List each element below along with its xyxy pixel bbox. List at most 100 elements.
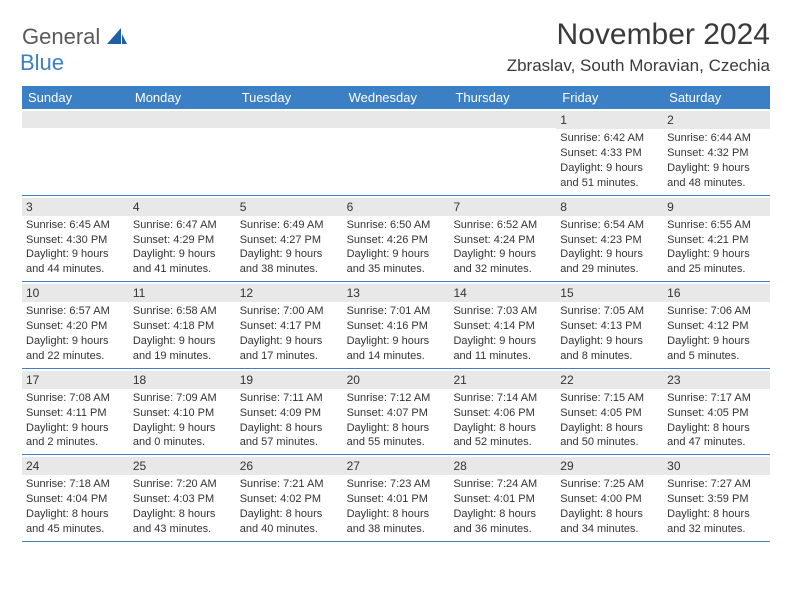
- day-cell: 14Sunrise: 7:03 AMSunset: 4:14 PMDayligh…: [449, 282, 556, 368]
- daylight-line: Daylight: 9 hours and 29 minutes.: [560, 247, 659, 277]
- day-number: [236, 111, 343, 128]
- day-cell: [449, 109, 556, 195]
- sunrise-line: Sunrise: 6:45 AM: [26, 218, 125, 233]
- day-header-cell: Saturday: [663, 86, 770, 109]
- day-header-cell: Monday: [129, 86, 236, 109]
- day-number: 8: [556, 198, 663, 216]
- sunrise-line: Sunrise: 6:52 AM: [453, 218, 552, 233]
- day-header-cell: Thursday: [449, 86, 556, 109]
- week-row: 17Sunrise: 7:08 AMSunset: 4:11 PMDayligh…: [22, 369, 770, 456]
- sunset-line: Sunset: 4:29 PM: [133, 233, 232, 248]
- daylight-line: Daylight: 9 hours and 51 minutes.: [560, 161, 659, 191]
- day-number: [343, 111, 450, 128]
- daylight-line: Daylight: 9 hours and 0 minutes.: [133, 421, 232, 451]
- day-cell: 18Sunrise: 7:09 AMSunset: 4:10 PMDayligh…: [129, 369, 236, 455]
- day-number: 13: [343, 284, 450, 302]
- sunset-line: Sunset: 4:24 PM: [453, 233, 552, 248]
- daylight-line: Daylight: 9 hours and 44 minutes.: [26, 247, 125, 277]
- sunset-line: Sunset: 4:10 PM: [133, 406, 232, 421]
- sunrise-line: Sunrise: 7:20 AM: [133, 477, 232, 492]
- daylight-line: Daylight: 8 hours and 45 minutes.: [26, 507, 125, 537]
- day-cell: 23Sunrise: 7:17 AMSunset: 4:05 PMDayligh…: [663, 369, 770, 455]
- daylight-line: Daylight: 8 hours and 36 minutes.: [453, 507, 552, 537]
- day-number: 16: [663, 284, 770, 302]
- day-cell: 19Sunrise: 7:11 AMSunset: 4:09 PMDayligh…: [236, 369, 343, 455]
- day-number: 26: [236, 457, 343, 475]
- day-cell: [343, 109, 450, 195]
- day-cell: 11Sunrise: 6:58 AMSunset: 4:18 PMDayligh…: [129, 282, 236, 368]
- daylight-line: Daylight: 9 hours and 2 minutes.: [26, 421, 125, 451]
- day-number: 25: [129, 457, 236, 475]
- sunset-line: Sunset: 4:12 PM: [667, 319, 766, 334]
- sunset-line: Sunset: 4:20 PM: [26, 319, 125, 334]
- daylight-line: Daylight: 8 hours and 50 minutes.: [560, 421, 659, 451]
- sunrise-line: Sunrise: 7:01 AM: [347, 304, 446, 319]
- sunset-line: Sunset: 4:23 PM: [560, 233, 659, 248]
- sunset-line: Sunset: 4:06 PM: [453, 406, 552, 421]
- sunrise-line: Sunrise: 7:00 AM: [240, 304, 339, 319]
- sunrise-line: Sunrise: 7:18 AM: [26, 477, 125, 492]
- day-number: 15: [556, 284, 663, 302]
- day-number: 20: [343, 371, 450, 389]
- daylight-line: Daylight: 8 hours and 32 minutes.: [667, 507, 766, 537]
- sunrise-line: Sunrise: 7:06 AM: [667, 304, 766, 319]
- daylight-line: Daylight: 9 hours and 32 minutes.: [453, 247, 552, 277]
- sunset-line: Sunset: 4:09 PM: [240, 406, 339, 421]
- sunrise-line: Sunrise: 7:17 AM: [667, 391, 766, 406]
- sunset-line: Sunset: 4:13 PM: [560, 319, 659, 334]
- sunset-line: Sunset: 4:14 PM: [453, 319, 552, 334]
- day-number: 3: [22, 198, 129, 216]
- calendar-grid: SundayMondayTuesdayWednesdayThursdayFrid…: [22, 86, 770, 542]
- day-cell: 15Sunrise: 7:05 AMSunset: 4:13 PMDayligh…: [556, 282, 663, 368]
- sunrise-line: Sunrise: 6:49 AM: [240, 218, 339, 233]
- day-cell: 12Sunrise: 7:00 AMSunset: 4:17 PMDayligh…: [236, 282, 343, 368]
- sunset-line: Sunset: 4:04 PM: [26, 492, 125, 507]
- day-number: 1: [556, 111, 663, 129]
- sunrise-line: Sunrise: 6:57 AM: [26, 304, 125, 319]
- day-cell: 29Sunrise: 7:25 AMSunset: 4:00 PMDayligh…: [556, 455, 663, 541]
- sunrise-line: Sunrise: 7:03 AM: [453, 304, 552, 319]
- daylight-line: Daylight: 9 hours and 19 minutes.: [133, 334, 232, 364]
- day-number: 18: [129, 371, 236, 389]
- sunset-line: Sunset: 4:01 PM: [347, 492, 446, 507]
- day-number: 17: [22, 371, 129, 389]
- day-number: 27: [343, 457, 450, 475]
- daylight-line: Daylight: 9 hours and 48 minutes.: [667, 161, 766, 191]
- day-number: 22: [556, 371, 663, 389]
- day-cell: 5Sunrise: 6:49 AMSunset: 4:27 PMDaylight…: [236, 196, 343, 282]
- day-number: 14: [449, 284, 556, 302]
- sunrise-line: Sunrise: 7:11 AM: [240, 391, 339, 406]
- day-number: 10: [22, 284, 129, 302]
- daylight-line: Daylight: 9 hours and 22 minutes.: [26, 334, 125, 364]
- day-number: 5: [236, 198, 343, 216]
- day-cell: [22, 109, 129, 195]
- sunset-line: Sunset: 4:32 PM: [667, 146, 766, 161]
- day-number: 24: [22, 457, 129, 475]
- daylight-line: Daylight: 9 hours and 14 minutes.: [347, 334, 446, 364]
- day-number: 7: [449, 198, 556, 216]
- daylight-line: Daylight: 8 hours and 43 minutes.: [133, 507, 232, 537]
- day-cell: 24 Sunrise: 7:18 AMSunset: 4:04 PMDayligh…: [22, 455, 129, 541]
- sunrise-line: Sunrise: 7:21 AM: [240, 477, 339, 492]
- sunrise-line: Sunrise: 6:47 AM: [133, 218, 232, 233]
- title-block: November 2024 Zbraslav, South Moravian, …: [507, 18, 770, 76]
- sunset-line: Sunset: 4:30 PM: [26, 233, 125, 248]
- day-cell: 9Sunrise: 6:55 AMSunset: 4:21 PMDaylight…: [663, 196, 770, 282]
- sunrise-line: Sunrise: 7:24 AM: [453, 477, 552, 492]
- daylight-line: Daylight: 9 hours and 8 minutes.: [560, 334, 659, 364]
- week-row: 10Sunrise: 6:57 AMSunset: 4:20 PMDayligh…: [22, 282, 770, 369]
- sunrise-line: Sunrise: 7:12 AM: [347, 391, 446, 406]
- sunset-line: Sunset: 3:59 PM: [667, 492, 766, 507]
- day-cell: [236, 109, 343, 195]
- sunrise-line: Sunrise: 7:14 AM: [453, 391, 552, 406]
- day-cell: [129, 109, 236, 195]
- daylight-line: Daylight: 9 hours and 35 minutes.: [347, 247, 446, 277]
- sunrise-line: Sunrise: 7:23 AM: [347, 477, 446, 492]
- day-cell: 8Sunrise: 6:54 AMSunset: 4:23 PMDaylight…: [556, 196, 663, 282]
- day-number: 6: [343, 198, 450, 216]
- logo: General Blue: [22, 24, 127, 76]
- week-row: 24Sunrise: 7:18 AMSunset: 4:04 PMDayligh…: [22, 455, 770, 542]
- month-title: November 2024: [507, 18, 770, 52]
- day-number: [22, 111, 129, 128]
- daylight-line: Daylight: 9 hours and 38 minutes.: [240, 247, 339, 277]
